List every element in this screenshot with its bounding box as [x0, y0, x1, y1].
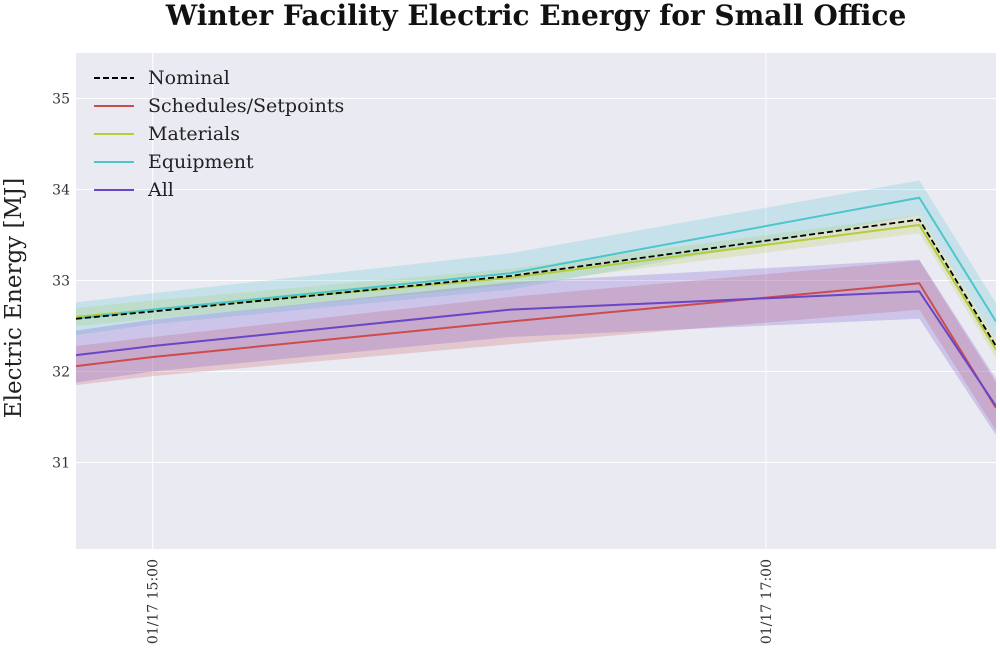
x-tick-label: 01/17 17:00	[759, 559, 775, 644]
grid-lines	[76, 53, 996, 549]
y-tick-label: 35	[52, 92, 70, 108]
band-equipment	[76, 180, 996, 340]
y-tick-label: 32	[52, 365, 70, 381]
band-schedules-setpoints	[76, 260, 996, 431]
legend-label-schedules-setpoints: Schedules/Setpoints	[148, 95, 344, 117]
legend-label-all: All	[147, 179, 174, 201]
legend-label-materials: Materials	[148, 123, 240, 145]
confidence-bands	[76, 180, 996, 436]
legend-label-equipment: Equipment	[148, 151, 254, 173]
line-equipment	[76, 196, 996, 323]
band-materials	[76, 214, 996, 358]
y-tick-label: 33	[52, 274, 70, 290]
series-lines	[76, 196, 996, 409]
legend-label-nominal: Nominal	[148, 67, 230, 89]
chart-title: Winter Facility Electric Energy for Smal…	[165, 0, 907, 32]
legend: Nominal Schedules/Setpoints Materials Equip…	[94, 67, 344, 201]
x-tick-label: 01/17 15:00	[146, 559, 162, 644]
line-schedules-setpoints	[76, 282, 996, 409]
y-axis-label: Electric Energy [MJ]	[1, 178, 27, 418]
line-nominal	[76, 218, 996, 347]
y-tick-label: 31	[52, 456, 70, 472]
y-tick-label: 34	[52, 183, 70, 199]
x-axis-ticks: 01/17 15:00 01/17 17:00	[146, 559, 775, 644]
line-all	[76, 290, 996, 407]
band-all	[76, 259, 996, 436]
y-axis-ticks: 31 32 33 34 35	[52, 92, 70, 472]
